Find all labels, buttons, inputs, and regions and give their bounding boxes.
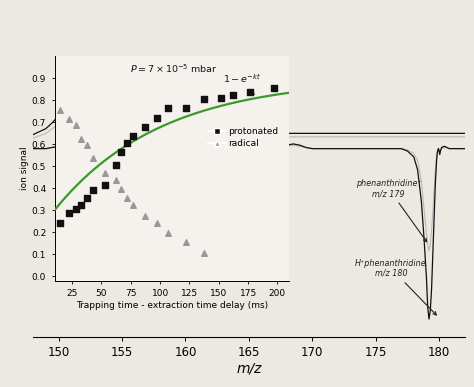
Text: $1 - e^{-kt}$: $1 - e^{-kt}$	[223, 72, 262, 94]
Text: phenanthridine⁺
m/z 179: phenanthridine⁺ m/z 179	[356, 179, 427, 242]
Point	[182, 239, 190, 245]
Point	[118, 149, 125, 155]
Legend: protonated, radical: protonated, radical	[204, 123, 283, 151]
Point	[118, 186, 125, 192]
Point	[83, 142, 91, 148]
Point	[200, 250, 207, 256]
Point	[129, 134, 137, 140]
Point	[56, 107, 64, 113]
Point	[83, 195, 91, 201]
Point	[164, 105, 172, 111]
Point	[101, 182, 109, 188]
Point	[123, 195, 131, 201]
Point	[101, 170, 109, 176]
Point	[164, 230, 172, 236]
Point	[72, 206, 80, 212]
Point	[65, 116, 73, 122]
Point	[153, 115, 160, 121]
Point	[182, 105, 190, 111]
Point	[112, 162, 119, 168]
Point	[65, 211, 73, 217]
Point	[90, 155, 97, 161]
Point	[78, 135, 85, 142]
Point	[153, 220, 160, 226]
Text: m/z 152: m/z 152	[85, 75, 139, 160]
X-axis label: Trapping time - extraction time delay (ms): Trapping time - extraction time delay (m…	[76, 301, 268, 310]
Y-axis label: ion signal: ion signal	[20, 147, 29, 190]
Point	[90, 187, 97, 194]
Point	[229, 92, 237, 98]
Point	[72, 122, 80, 128]
Point	[217, 95, 225, 101]
Point	[141, 123, 149, 130]
Point	[270, 85, 278, 91]
Point	[56, 220, 64, 226]
Point	[78, 202, 85, 208]
Point	[123, 140, 131, 146]
Text: H⁺phenanthridine
m/z 180: H⁺phenanthridine m/z 180	[355, 259, 437, 315]
Point	[112, 177, 119, 183]
Point	[246, 89, 254, 96]
X-axis label: m/z: m/z	[236, 361, 262, 375]
Point	[200, 96, 207, 102]
Text: $P = 7\times10^{-5}\ \mathrm{mbar}$: $P = 7\times10^{-5}\ \mathrm{mbar}$	[129, 63, 217, 75]
Point	[141, 212, 149, 219]
Point	[129, 202, 137, 208]
